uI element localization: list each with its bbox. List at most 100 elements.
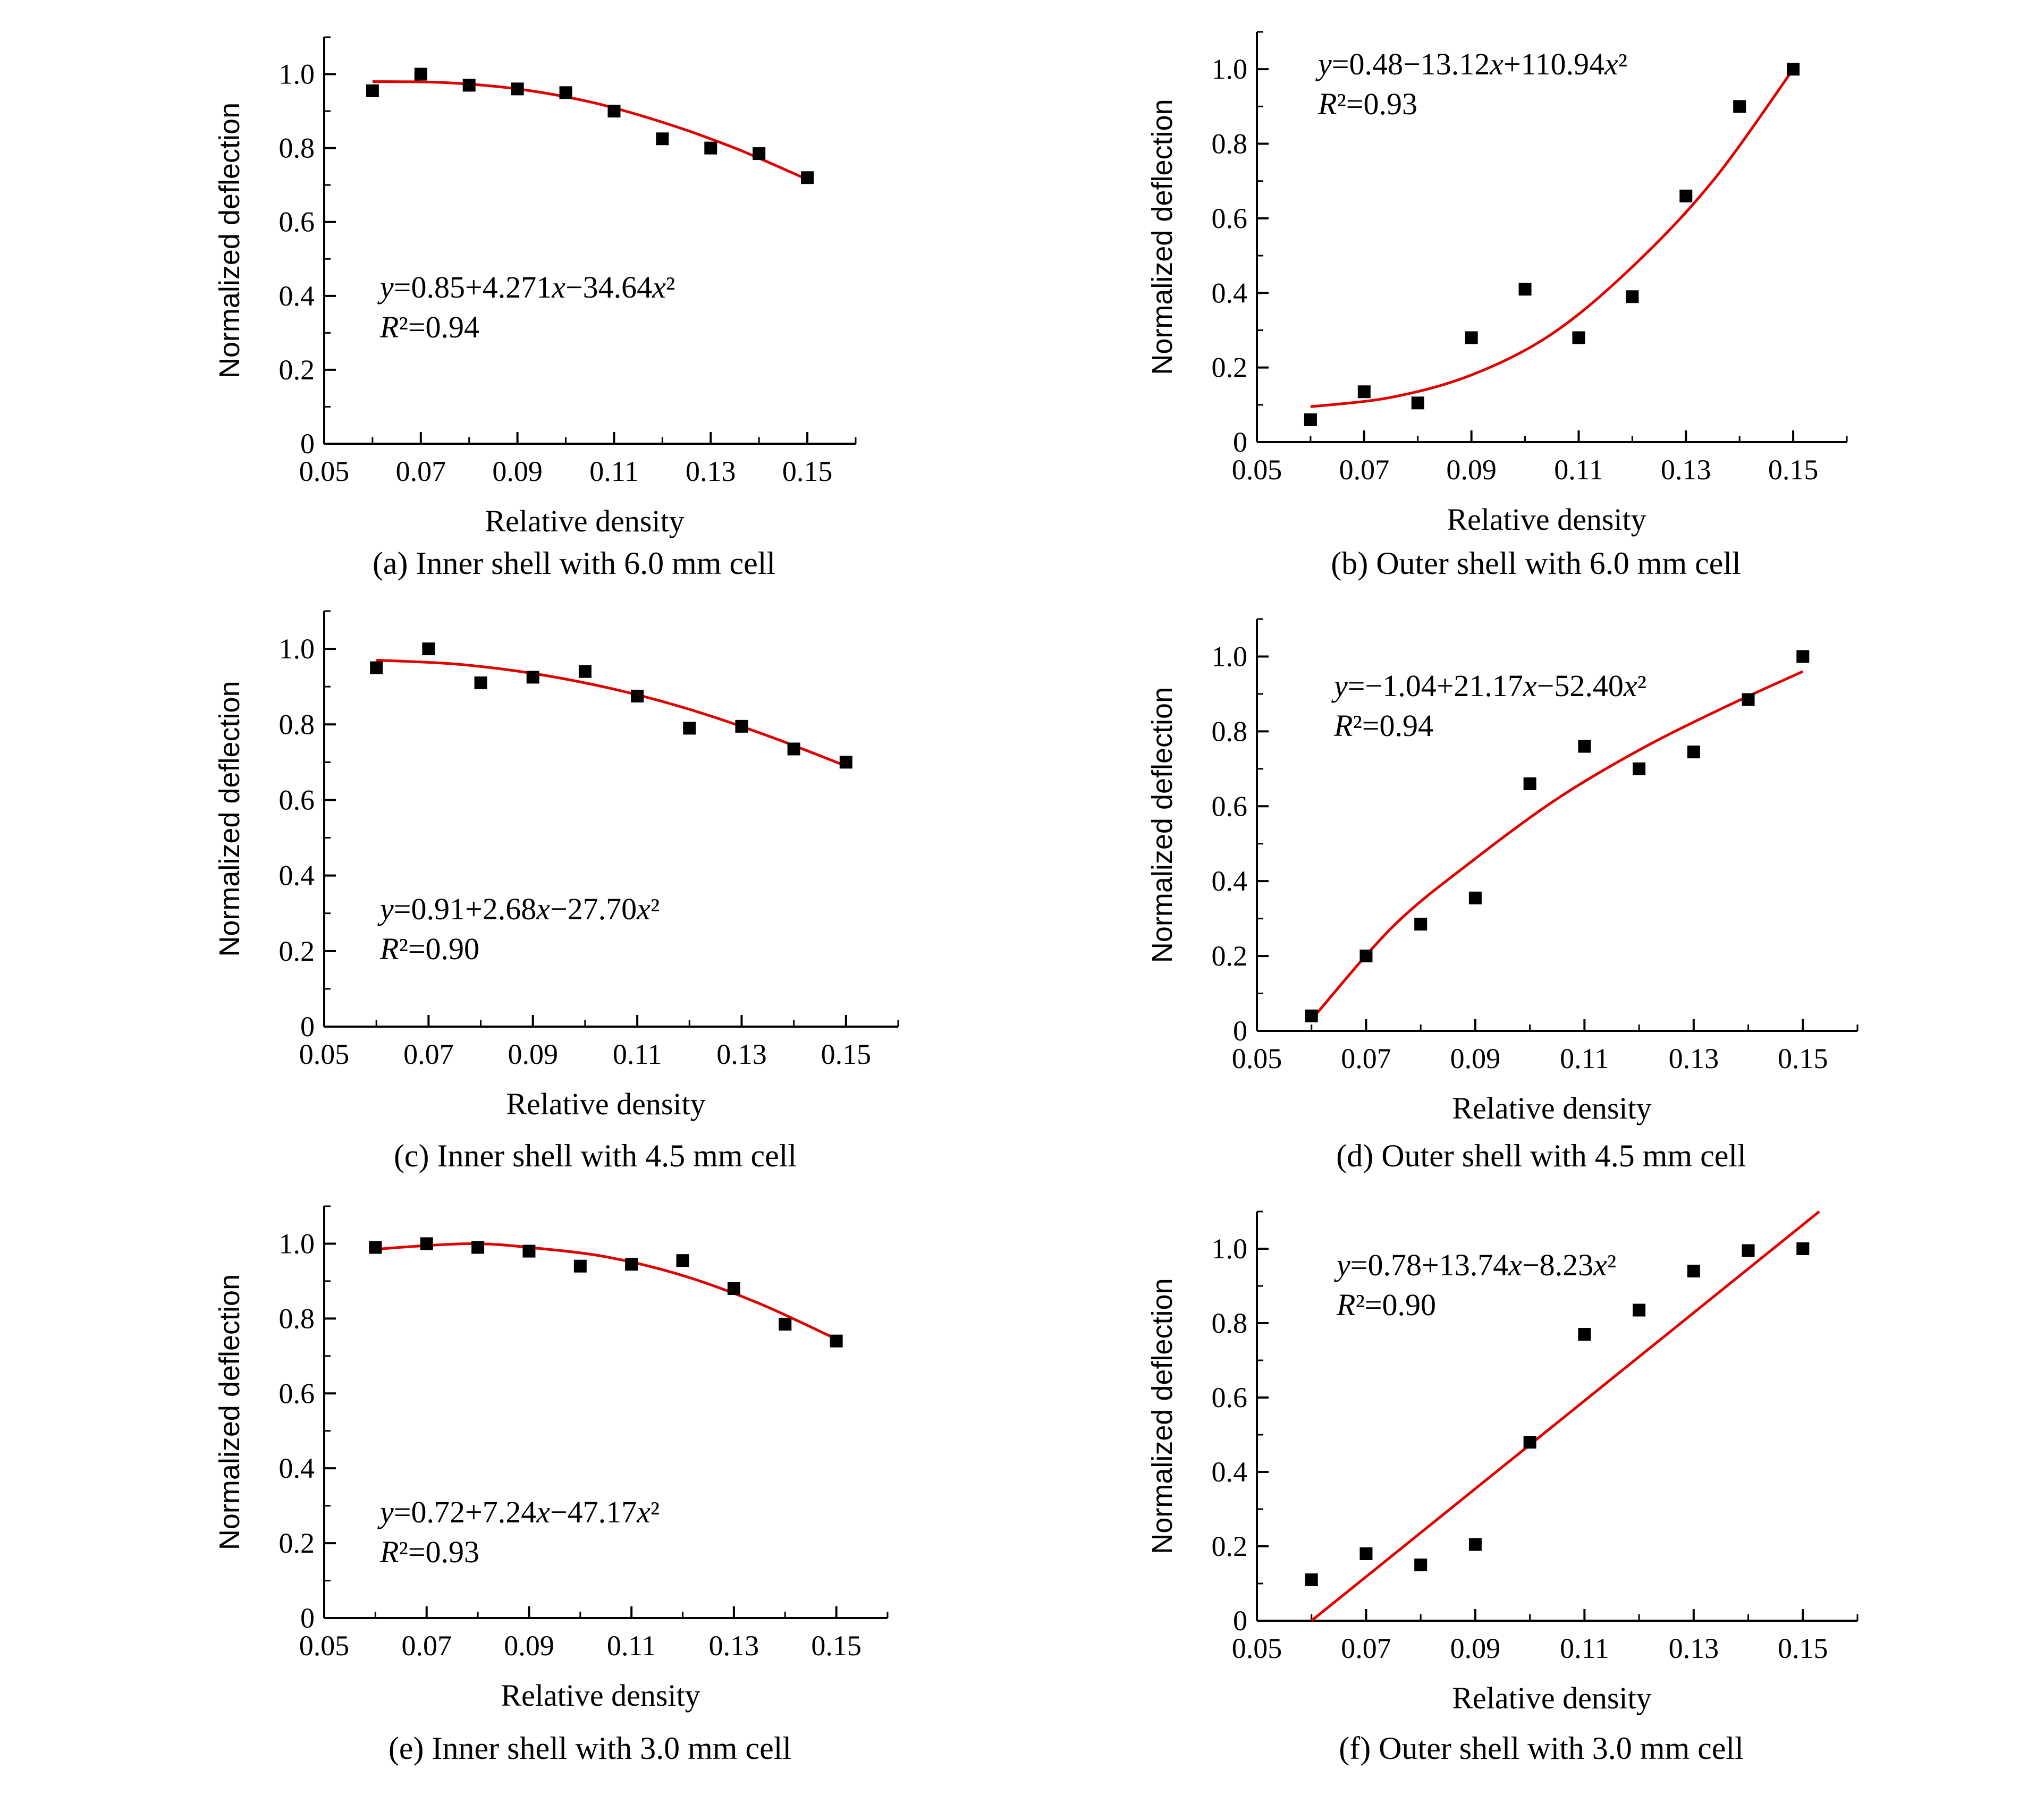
y-tick-label: 0.4 (279, 860, 315, 892)
data-point (1523, 777, 1536, 790)
chart-panel-b: 0.05 0.07 0.09 0.11 0.13 0.15 0 0.2 0.4 0.6 0.8 1.0… (1146, 31, 1848, 581)
y-tick-label: 0.4 (1212, 277, 1248, 309)
data-point (1626, 290, 1639, 303)
x-tick-label: 0.13 (686, 455, 736, 487)
data-point (1523, 1436, 1536, 1449)
data-point (1357, 385, 1371, 399)
y-axis-title: Normalized deflection (214, 681, 246, 956)
y-tick-label: 0.2 (279, 354, 315, 386)
data-point (839, 756, 852, 769)
data-point (1633, 1303, 1646, 1317)
chart-panel-e: 0.05 0.07 0.09 0.11 0.13 0.15 0 0.2 0.4 0.6 0.8 1.0… (214, 1205, 889, 1766)
fit-equation-text: y=−1.04+21.17x−52.40x² (1331, 668, 1646, 703)
x-tick-label: 0.09 (508, 1038, 558, 1070)
y-tick-label: 0 (1233, 1015, 1247, 1047)
panel-caption: (a) Inner shell with 6.0 mm cell (373, 546, 775, 581)
x-tick-label: 0.11 (1554, 454, 1603, 486)
x-axis-title: Relative density (506, 1087, 705, 1121)
x-tick-label: 0.13 (1661, 454, 1711, 486)
chart-panel-c: 0.05 0.07 0.09 0.11 0.13 0.15 0 0.2 0.4 0.6 0.8 1.0… (214, 610, 899, 1173)
fit-curve (376, 658, 847, 767)
y-tick-label: 0.2 (279, 935, 315, 967)
data-point (683, 722, 696, 735)
x-axis-title: Relative density (1452, 1091, 1651, 1125)
fit-curve (372, 80, 808, 181)
data-point (578, 665, 592, 678)
data-point (830, 1334, 843, 1348)
data-point (366, 84, 379, 97)
x-tick-label: 0.05 (1232, 1043, 1282, 1074)
data-point (1468, 1538, 1482, 1551)
data-point (1742, 1244, 1755, 1257)
x-tick-label: 0.09 (1450, 1043, 1501, 1074)
y-axis-title: Normalized deflection (214, 1274, 246, 1550)
data-point (1414, 918, 1428, 931)
x-axis-title: Relative density (485, 504, 684, 538)
data-point (1679, 189, 1693, 202)
fit-equation-text: R²=0.93 (379, 1535, 479, 1569)
data-point (631, 689, 644, 702)
y-tick-label: 1.0 (279, 1227, 315, 1259)
x-tick-label: 0.13 (1669, 1632, 1719, 1664)
y-tick-label: 0 (1233, 1605, 1247, 1637)
data-point (1468, 891, 1482, 904)
y-tick-label: 1.0 (279, 58, 315, 90)
x-tick-label: 0.13 (716, 1038, 767, 1070)
x-tick-label: 0.13 (1669, 1043, 1719, 1074)
y-tick-label: 0.6 (279, 1377, 315, 1409)
data-point (1787, 63, 1800, 76)
data-point (704, 141, 717, 155)
data-point (1465, 331, 1478, 344)
data-point (1359, 950, 1373, 963)
fit-equation-text: R²=0.93 (1317, 87, 1417, 121)
fit-curve (1310, 68, 1795, 408)
y-tick-label: 0.2 (279, 1527, 315, 1559)
x-tick-label: 0.15 (821, 1038, 872, 1070)
fit-equation-text: y=0.85+4.271x−34.64x² (377, 270, 675, 304)
data-point (511, 82, 524, 96)
x-tick-label: 0.09 (1450, 1632, 1501, 1664)
chart-panel-f: 0.05 0.07 0.09 0.11 0.13 0.15 0 0.2 0.4 0.6 0.8 1.0… (1146, 1210, 1859, 1766)
data-point (522, 1244, 536, 1258)
y-tick-label: 0.2 (1212, 352, 1248, 384)
fit-equation-text: R²=0.94 (1333, 708, 1433, 743)
data-point (1414, 1559, 1428, 1571)
x-tick-label: 0.05 (299, 455, 350, 487)
x-tick-label: 0.15 (811, 1630, 861, 1662)
x-tick-label: 0.09 (492, 455, 543, 487)
fit-curve (1310, 670, 1804, 1021)
data-point (559, 86, 572, 99)
data-point (801, 171, 814, 184)
y-tick-label: 0.4 (279, 280, 315, 312)
data-point (526, 671, 539, 684)
fit-equation-text: R²=0.90 (1336, 1288, 1436, 1322)
fit-curve (375, 1242, 837, 1341)
data-point (414, 67, 427, 81)
data-point (370, 661, 383, 674)
data-point (1796, 1242, 1810, 1255)
data-point (625, 1258, 638, 1271)
data-point (787, 742, 800, 756)
panel-caption: (f) Outer shell with 3.0 mm cell (1339, 1731, 1743, 1766)
y-axis-title: Normalized deflection (1146, 687, 1178, 963)
x-tick-label: 0.11 (607, 1630, 656, 1662)
x-tick-label: 0.13 (709, 1630, 759, 1662)
y-tick-label: 0 (300, 1602, 315, 1634)
y-tick-label: 1.0 (1212, 53, 1248, 85)
panel-caption: (b) Outer shell with 6.0 mm cell (1331, 546, 1741, 581)
y-tick-label: 0.6 (279, 206, 315, 238)
data-point (1742, 693, 1755, 706)
x-tick-label: 0.07 (403, 1038, 454, 1070)
data-point (1304, 413, 1317, 426)
data-point (420, 1237, 433, 1250)
data-point (1359, 1547, 1373, 1560)
data-point (779, 1317, 792, 1331)
fit-equation-text: y=0.48−13.12x+110.94x² (1315, 47, 1627, 81)
x-tick-label: 0.07 (1341, 1043, 1391, 1074)
y-tick-label: 0 (300, 428, 315, 460)
data-point (1572, 331, 1585, 344)
y-tick-label: 0.6 (279, 784, 315, 816)
data-point (1633, 762, 1646, 775)
data-point (573, 1259, 587, 1273)
